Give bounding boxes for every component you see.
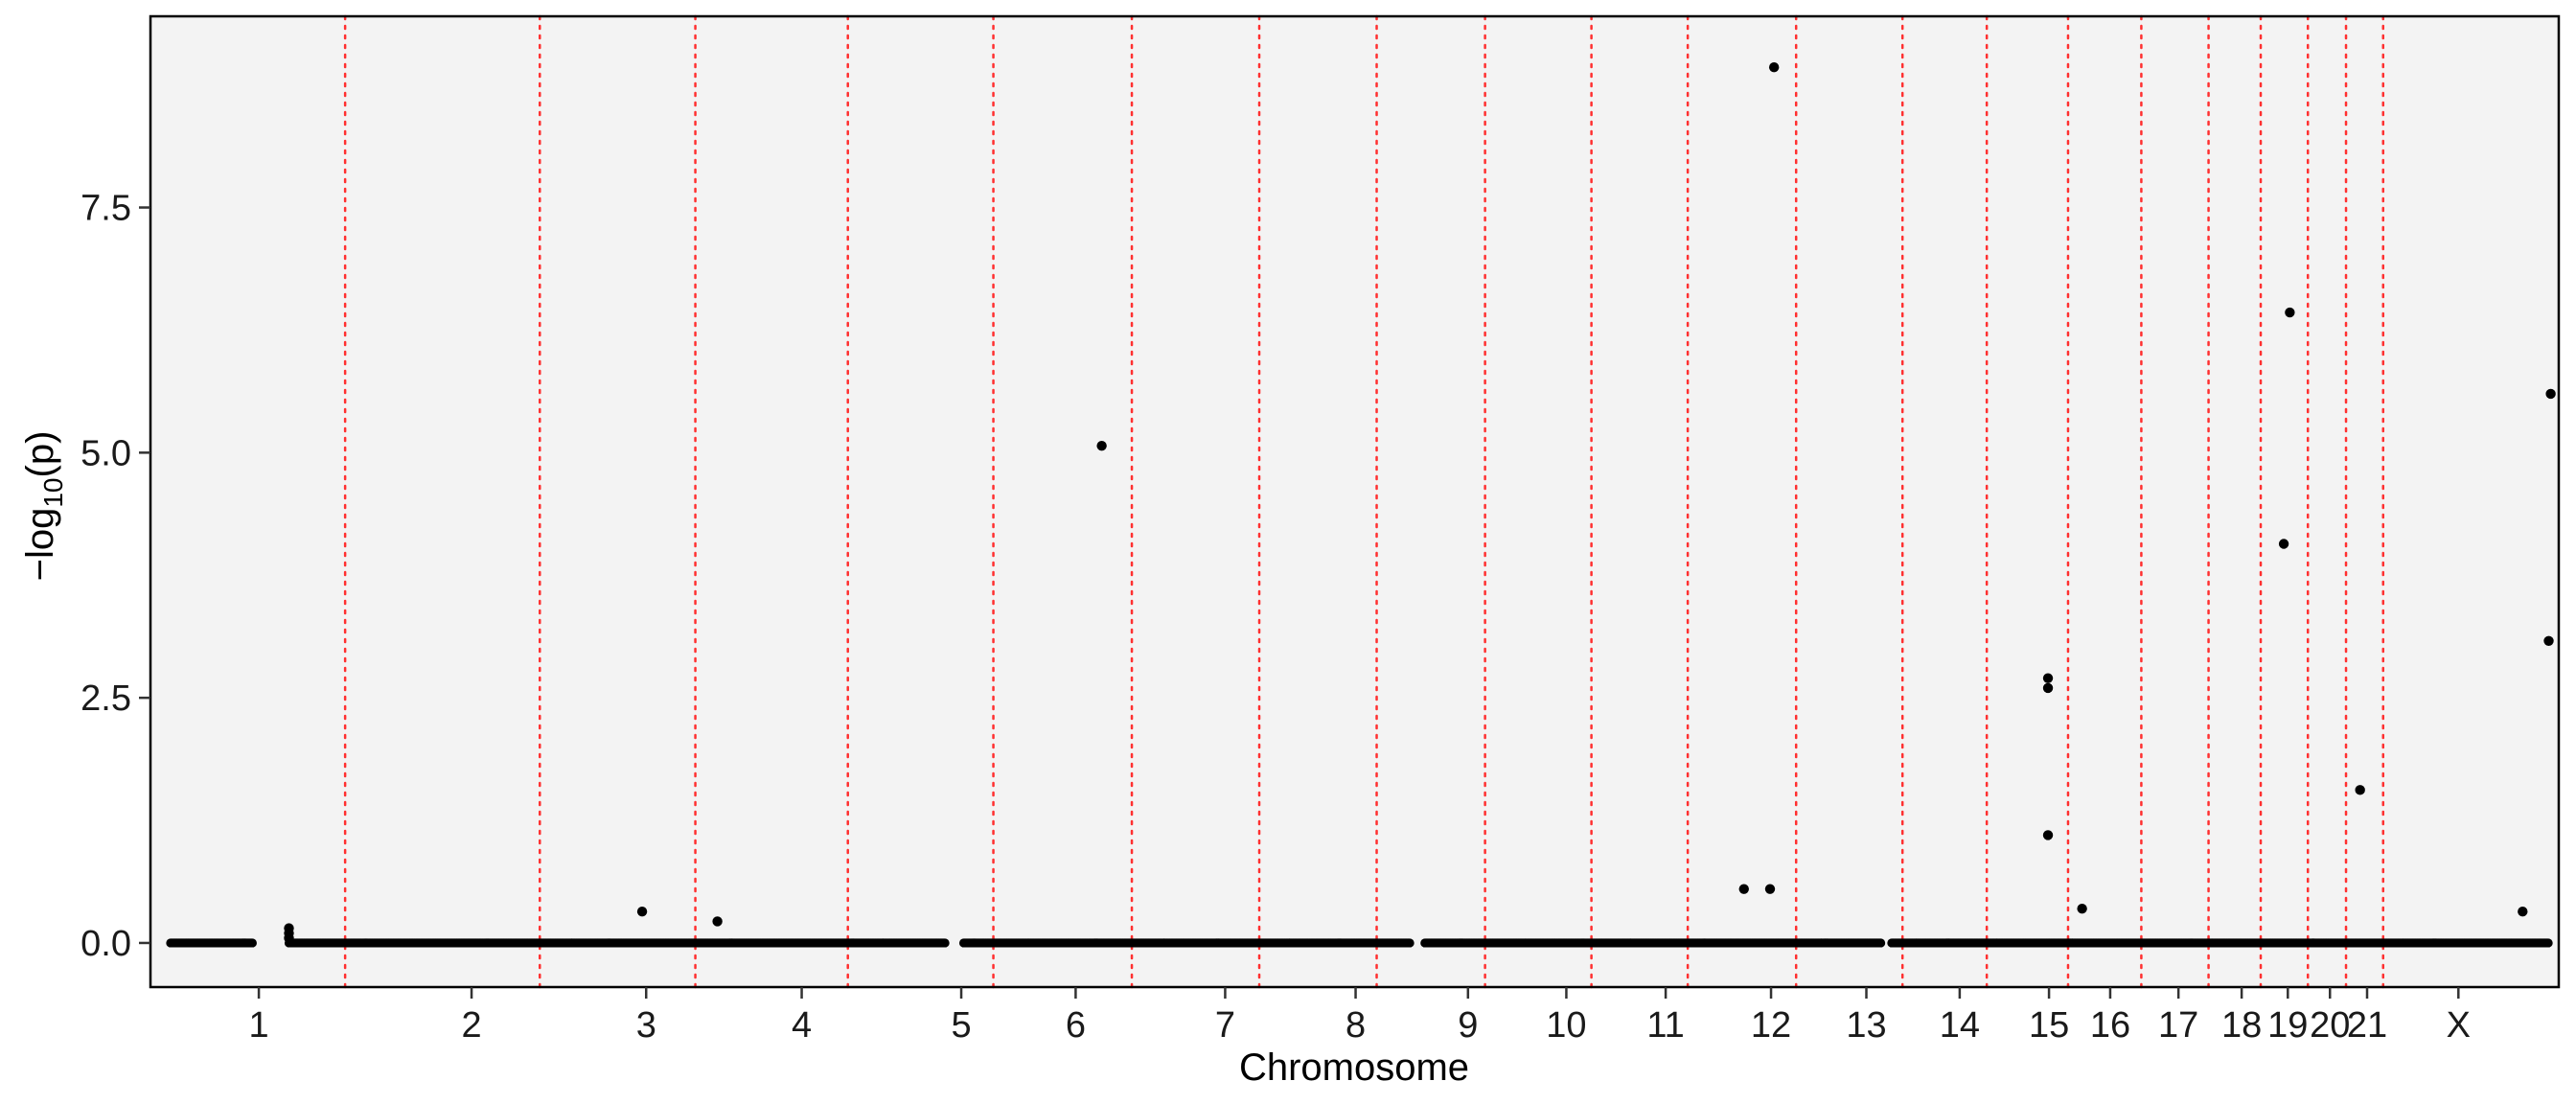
data-point (247, 938, 257, 948)
x-tick-label: 3 (636, 1005, 656, 1046)
x-tick-label: 4 (792, 1005, 812, 1046)
y-tick-label: 0.0 (80, 924, 131, 964)
data-point (2543, 635, 2554, 646)
plot-background (150, 16, 2559, 987)
data-point (1875, 938, 1886, 948)
data-point (2042, 673, 2054, 683)
x-tick-label: 18 (2221, 1005, 2262, 1046)
x-tick-label: 2 (461, 1005, 481, 1046)
x-tick-label: 5 (951, 1005, 971, 1046)
data-point (2042, 830, 2054, 840)
data-point (712, 916, 723, 927)
data-point (284, 932, 294, 944)
data-point (2042, 682, 2054, 694)
data-point (2077, 903, 2087, 914)
y-axis: 0.0 2.5 5.0 7.5 (80, 189, 150, 964)
x-tick-label: 16 (2090, 1005, 2130, 1046)
x-tick-label: X (2447, 1005, 2471, 1046)
x-tick-label: 9 (1458, 1005, 1478, 1046)
y-axis-title-prefix: −log (19, 508, 61, 582)
data-point (1096, 440, 1107, 451)
data-point (2543, 938, 2553, 948)
x-tick-label: 7 (1215, 1005, 1235, 1046)
y-tick-label: 2.5 (80, 678, 131, 719)
x-tick-label: 19 (2267, 1005, 2308, 1046)
x-tick-label: 15 (2029, 1005, 2069, 1046)
x-tick-label: 11 (1646, 1005, 1684, 1046)
y-axis-title: −log10(p) (19, 431, 68, 582)
data-point (1764, 884, 1776, 894)
data-point (2278, 539, 2289, 549)
x-tick-label: 17 (2158, 1005, 2198, 1046)
y-axis-title-suffix: (p) (19, 431, 61, 478)
x-axis-title: Chromosome (1239, 1046, 1469, 1089)
x-tick-label: 1 (249, 1005, 269, 1046)
x-tick-label: 6 (1066, 1005, 1086, 1046)
y-tick-label: 5.0 (80, 433, 131, 473)
chromosome-separators (343, 14, 2385, 989)
data-point (636, 907, 648, 917)
data-points (166, 62, 2556, 948)
y-tick-label: 7.5 (80, 189, 131, 229)
data-point (2355, 785, 2365, 795)
x-tick-label: 8 (1346, 1005, 1366, 1046)
data-point (2285, 307, 2295, 318)
data-point (940, 938, 950, 948)
data-point (1738, 884, 1749, 894)
x-tick-label: 20 (2310, 1005, 2350, 1046)
x-tick-label: 10 (1546, 1005, 1586, 1046)
data-point (2518, 907, 2528, 917)
x-tick-label: 14 (1940, 1005, 1980, 1046)
data-point (1405, 938, 1414, 948)
y-axis-title-subscript: 10 (38, 477, 68, 507)
data-point (1768, 62, 1780, 73)
x-tick-label: 21 (2347, 1005, 2387, 1046)
x-tick-label: 12 (1751, 1005, 1791, 1046)
x-tick-label: 13 (1846, 1005, 1886, 1046)
data-point (2545, 388, 2556, 400)
